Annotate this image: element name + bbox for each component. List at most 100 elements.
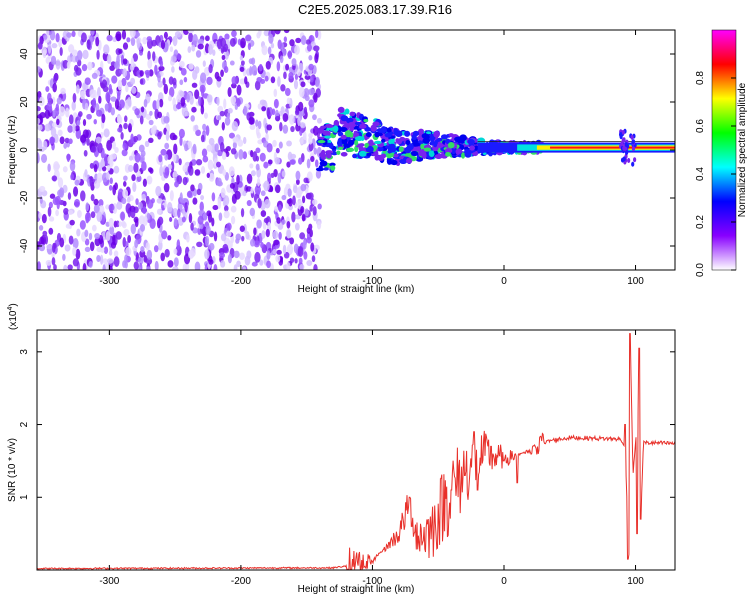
heatmap-cell: [93, 198, 99, 206]
heatmap-cell: [257, 103, 263, 110]
x-tick-label: -200: [231, 276, 251, 287]
heatmap-cell: [249, 207, 256, 217]
heatmap-cell: [130, 77, 136, 85]
heatmap-cell: [160, 148, 167, 156]
heatmap-cell: [149, 167, 154, 174]
heatmap-cell: [323, 167, 329, 171]
heatmap-cell: [265, 228, 270, 238]
heatmap-cell: [222, 200, 227, 207]
heatmap-cell: [318, 165, 323, 170]
heatmap-cell: [469, 145, 475, 151]
heatmap-cell: [121, 197, 127, 205]
heatmap-cell: [206, 210, 212, 217]
heatmap-cell: [48, 227, 54, 235]
heatmap-cell: [289, 237, 295, 245]
heatmap-cell: [37, 261, 41, 270]
heatmap-cell: [201, 148, 208, 157]
heatmap-cell: [192, 227, 198, 234]
heatmap-cell: [284, 87, 291, 97]
heatmap-cell: [340, 134, 347, 140]
heatmap-cell: [239, 225, 245, 232]
heatmap-cell: [242, 136, 247, 145]
heatmap-cell: [281, 170, 286, 178]
heatmap-cell: [373, 140, 382, 145]
heatmap-cell: [358, 124, 367, 129]
heatmap-cell: [197, 38, 204, 45]
heatmap-cell: [172, 208, 179, 218]
heatmap-cell: [163, 83, 169, 95]
heatmap-cell: [126, 196, 131, 203]
heatmap-cell: [75, 67, 82, 76]
heatmap-cell: [43, 34, 48, 40]
heatmap-cell: [60, 87, 66, 95]
heatmap-cell: [73, 186, 79, 197]
heatmap-cell: [212, 49, 216, 56]
heatmap-cell: [63, 207, 69, 215]
heatmap-cell: [163, 116, 170, 124]
heatmap-cell: [287, 188, 292, 197]
heatmap-cell: [295, 170, 301, 181]
heatmap-cell: [206, 144, 213, 152]
heatmap-cell: [37, 139, 43, 150]
heatmap-cell: [169, 216, 173, 223]
heatmap-cell: [106, 139, 113, 151]
heatmap-cell: [152, 100, 158, 110]
heatmap-cell: [79, 220, 86, 230]
heatmap-cell: [276, 61, 281, 72]
heatmap-cell: [315, 159, 319, 168]
heatmap-cell: [312, 206, 317, 216]
heatmap-cell: [146, 175, 153, 185]
heatmap-cell: [238, 149, 244, 160]
heatmap-cell: [219, 110, 225, 117]
heatmap-cell: [174, 31, 182, 38]
heatmap-cell: [156, 99, 160, 110]
heatmap-cell: [279, 256, 283, 263]
heatmap-cell: [86, 113, 92, 120]
heatmap-cell: [140, 246, 145, 253]
heatmap-line-core: [550, 146, 675, 149]
heatmap-cell: [103, 128, 110, 138]
heatmap-cell: [330, 165, 336, 171]
heatmap-cell: [370, 124, 377, 132]
x-tick-label: -300: [99, 576, 119, 587]
heatmap-cell: [117, 127, 123, 133]
heatmap-cell: [132, 135, 138, 143]
heatmap-cell: [226, 112, 231, 119]
heatmap-cell: [76, 120, 81, 126]
heatmap-cell: [160, 39, 166, 50]
heatmap-cell: [205, 225, 211, 236]
heatmap-cell: [464, 151, 472, 158]
heatmap-cell: [127, 123, 132, 133]
heatmap-cell: [436, 142, 444, 148]
heatmap-cell: [130, 57, 135, 68]
heatmap-cell: [39, 185, 46, 192]
heatmap-cell: [43, 140, 48, 151]
heatmap-cell: [167, 235, 172, 241]
heatmap-cell: [72, 93, 77, 103]
heatmap-cell: [319, 151, 326, 159]
heatmap-cell: [364, 142, 370, 149]
heatmap-cell: [433, 130, 440, 138]
heatmap-cell: [229, 182, 236, 189]
heatmap-cell: [190, 184, 195, 192]
heatmap-cell: [303, 177, 309, 184]
heatmap-cell: [206, 94, 213, 103]
heatmap-cell: [249, 66, 253, 76]
heatmap-cell: [92, 224, 97, 232]
heatmap-cell: [139, 70, 144, 77]
heatmap-cell: [365, 131, 372, 138]
heatmap-cell: [354, 139, 359, 146]
heatmap-cell: [299, 232, 306, 240]
heatmap-cell: [134, 108, 140, 116]
heatmap-cell: [275, 147, 280, 154]
heatmap-cell: [188, 63, 194, 70]
heatmap-cell: [255, 119, 259, 127]
heatmap-cell: [236, 174, 240, 185]
heatmap-cell: [266, 107, 270, 118]
heatmap-cell: [105, 91, 111, 103]
heatmap-cell: [132, 181, 137, 193]
snr-x-axis-label: Height of straight line (km): [298, 584, 415, 595]
heatmap-cell: [270, 76, 276, 84]
heatmap-cell: [95, 36, 100, 47]
